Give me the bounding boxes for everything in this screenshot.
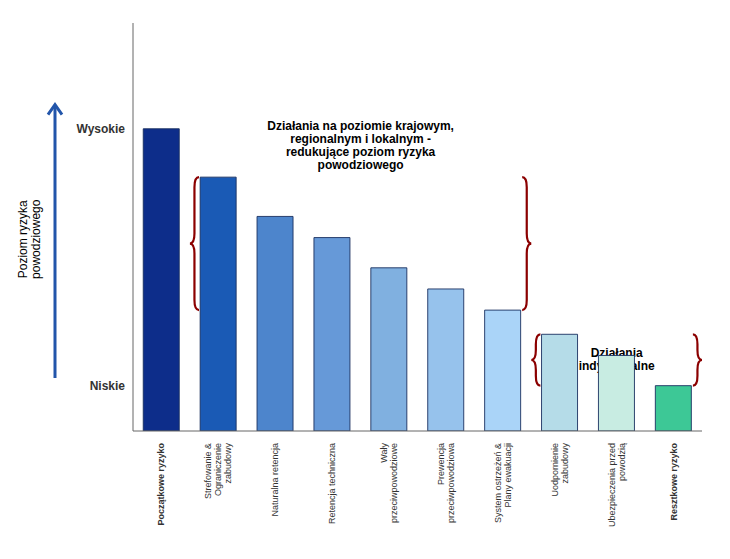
svg-text:Początkowe ryzyko: Początkowe ryzyko [156,443,166,526]
html-text:Działania: Działania [590,346,643,361]
svg-text:Strefowanie &Ograniczeniezabud: Strefowanie &Ograniczeniezabudowy [203,443,233,500]
svg-text:Działania na poziomie krajowym: Działania na poziomie krajowym,regionaln… [267,119,454,172]
svg-text:System ostrzeżeń &Plany ewakua: System ostrzeżeń &Plany ewakuacji [493,443,513,523]
html-text:indywidualne: indywidualne [578,359,655,374]
svg-text:Resztkowe ryzyko: Resztkowe ryzyko [669,443,679,521]
svg-text:Wałyprzeciwpowodziowe: Wałyprzeciwpowodziowe [379,443,399,524]
svg-text:Prewencjaprzeciwpowodziowa: Prewencjaprzeciwpowodziowa [436,443,456,523]
svg-text:Naturalna retencja: Naturalna retencja [270,443,280,517]
svg-text:Poziom ryzykapowodziowego: Poziom ryzykapowodziowego [16,199,43,279]
svg-text:Wysokie: Wysokie [77,122,126,136]
svg-text:Uodpornieniezabudowy: Uodpornieniezabudowy [550,443,570,497]
svg-text:Niskie: Niskie [90,379,126,393]
svg-text:Retencja techniczna: Retencja techniczna [327,443,337,524]
svg-text:Ubezpieczenia przedpowodzią: Ubezpieczenia przedpowodzią [607,443,627,527]
